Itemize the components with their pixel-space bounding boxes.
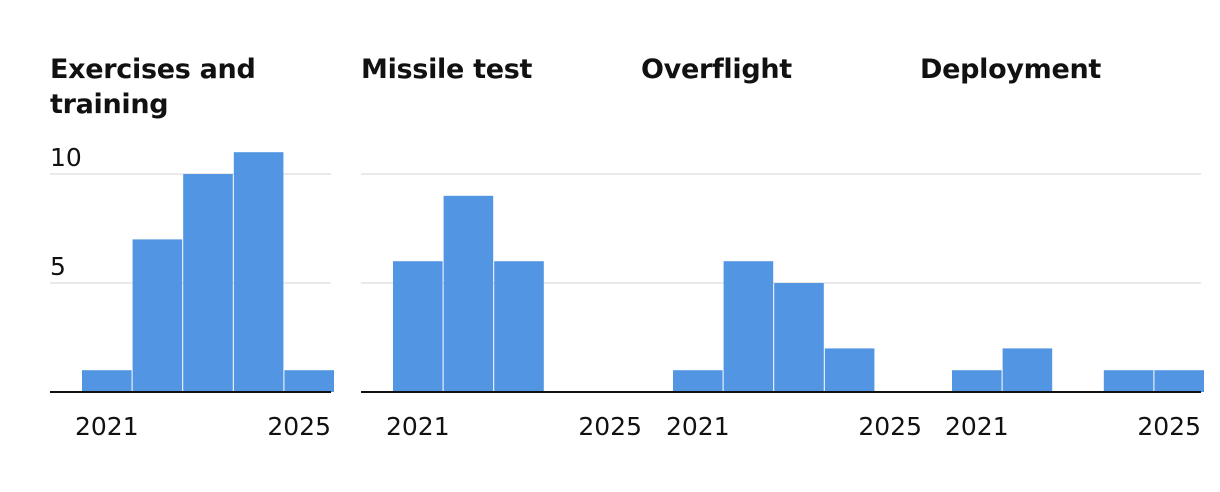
bar-3-2022 [1002,348,1053,392]
x-tick-label-1-2021: 2021 [386,412,450,441]
x-tick-label-3-2025: 2025 [1137,412,1201,441]
panel-title-exercises: Exercises and training [50,54,256,120]
bar-1-2023 [494,261,544,392]
panel-title-overflight: Overflight [641,54,792,85]
bar-1-2021 [393,261,443,392]
bar-3-2024 [1103,370,1154,392]
x-tick-label-2-2021: 2021 [666,412,730,441]
bar-2-2022 [723,261,774,392]
panel-title-missile-test: Missile test [361,54,533,85]
bar-2-2024 [824,348,875,392]
bar-3-2021 [952,370,1002,392]
bar-0-2025 [284,370,334,392]
y-tick-label-5: 5 [50,252,66,281]
bar-0-2021 [82,370,132,392]
panel-title-deployment: Deployment [920,54,1102,85]
y-tick-label-10: 10 [50,143,82,172]
x-tick-label-3-2021: 2021 [945,412,1009,441]
bar-2-2023 [774,283,824,392]
x-tick-label-0-2021: 2021 [75,412,139,441]
x-tick-label-2-2025: 2025 [858,412,922,441]
bar-3-2025 [1154,370,1204,392]
bar-2-2021 [673,370,723,392]
bar-1-2022 [443,195,494,392]
x-tick-label-0-2025: 2025 [267,412,331,441]
x-tick-label-1-2025: 2025 [578,412,642,441]
bar-0-2024 [233,152,284,392]
bar-0-2022 [132,239,183,392]
bar-0-2023 [183,174,233,392]
